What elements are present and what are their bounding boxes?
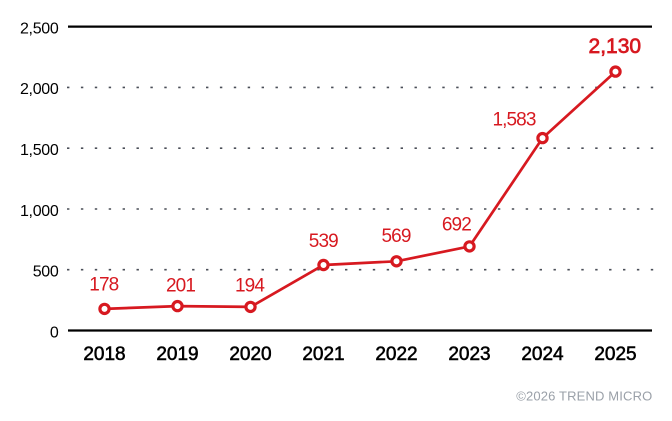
- svg-text:2022: 2022: [375, 344, 417, 365]
- svg-text:2021: 2021: [302, 344, 344, 365]
- svg-text:178: 178: [89, 275, 118, 296]
- svg-text:2025: 2025: [594, 344, 636, 365]
- svg-text:1,500: 1,500: [20, 142, 59, 159]
- svg-text:2019: 2019: [156, 344, 198, 365]
- svg-text:2,130: 2,130: [589, 35, 642, 58]
- svg-text:2,500: 2,500: [20, 20, 59, 37]
- svg-text:2023: 2023: [448, 344, 490, 365]
- svg-text:539: 539: [309, 231, 338, 252]
- svg-text:2020: 2020: [229, 344, 271, 365]
- svg-text:2,000: 2,000: [20, 81, 59, 98]
- svg-text:2018: 2018: [83, 344, 125, 365]
- svg-text:569: 569: [381, 226, 410, 247]
- svg-text:194: 194: [235, 275, 265, 296]
- svg-text:1,000: 1,000: [20, 203, 59, 220]
- svg-text:500: 500: [33, 264, 59, 281]
- svg-text:©2026 TREND MICRO: ©2026 TREND MICRO: [516, 389, 652, 404]
- svg-text:0: 0: [50, 324, 59, 341]
- svg-text:1,583: 1,583: [492, 109, 535, 130]
- svg-text:201: 201: [166, 275, 195, 296]
- svg-text:2024: 2024: [521, 344, 564, 365]
- svg-text:692: 692: [442, 215, 471, 236]
